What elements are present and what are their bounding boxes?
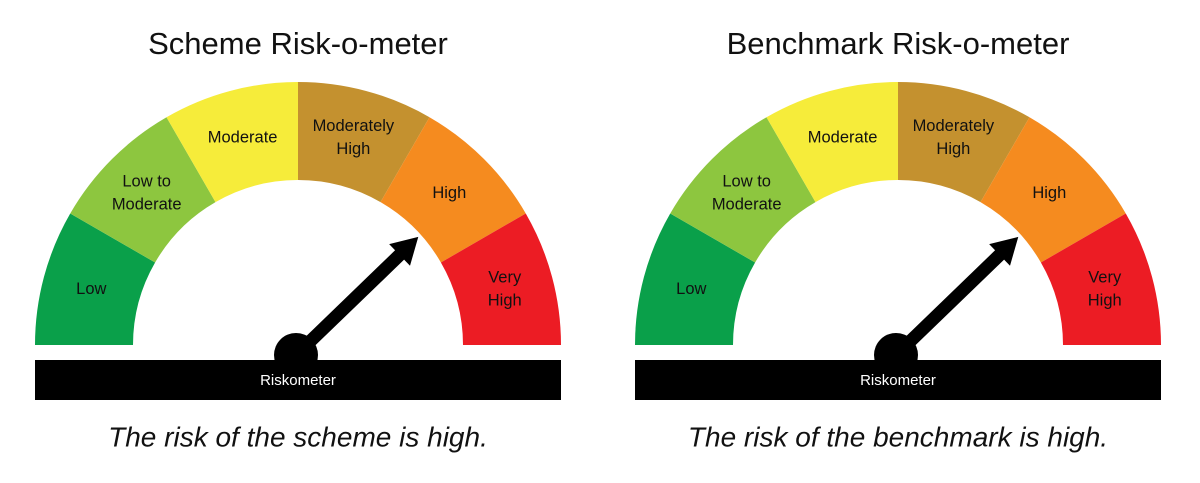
segment-label: Moderately: [913, 117, 995, 135]
segment-label: Low: [76, 280, 106, 298]
segment-label: Low: [676, 280, 706, 298]
risk-segment: [766, 82, 898, 203]
segment-label: Low to: [722, 173, 771, 191]
panel-title: Scheme Risk-o-meter: [148, 26, 448, 61]
risk-segment: [670, 117, 816, 263]
caption: The risk of the benchmark is high.: [688, 421, 1108, 452]
segment-label: High: [432, 184, 466, 202]
risk-segment: [35, 213, 156, 345]
risk-segment: [298, 82, 430, 203]
segment-label: Very: [1088, 268, 1122, 286]
segment-label: Low to: [122, 173, 171, 191]
riskometer-panel: Benchmark Risk-o-meter Low Low to Moderate M…: [635, 26, 1161, 452]
segment-label: Moderate: [712, 196, 782, 214]
segment-label: High: [1032, 184, 1066, 202]
segment-label: High: [488, 291, 522, 309]
segment-label: Very: [488, 268, 522, 286]
panel-title: Benchmark Risk-o-meter: [727, 26, 1070, 61]
segment-label: Moderate: [112, 196, 182, 214]
segment-label: High: [336, 140, 370, 158]
segment-label: Moderate: [808, 129, 878, 147]
risk-segment: [440, 213, 561, 345]
caption: The risk of the scheme is high.: [108, 421, 488, 452]
segment-label: High: [1088, 291, 1122, 309]
risk-segment: [70, 117, 216, 263]
segment-label: Moderately: [313, 117, 395, 135]
risk-segment: [1040, 213, 1161, 345]
needle: [291, 236, 419, 360]
segment-label: Moderate: [208, 129, 278, 147]
riskometer-panel: Scheme Risk-o-meter Low Low to Moderate Mode…: [35, 26, 561, 452]
risk-segment: [635, 213, 756, 345]
risk-segment: [380, 117, 526, 263]
risk-segment: [980, 117, 1126, 263]
needle: [891, 236, 1019, 360]
bar-label: Riskometer: [860, 372, 936, 389]
risk-segment: [898, 82, 1030, 203]
bar-label: Riskometer: [260, 372, 336, 389]
risk-segment: [166, 82, 298, 203]
segment-label: High: [936, 140, 970, 158]
